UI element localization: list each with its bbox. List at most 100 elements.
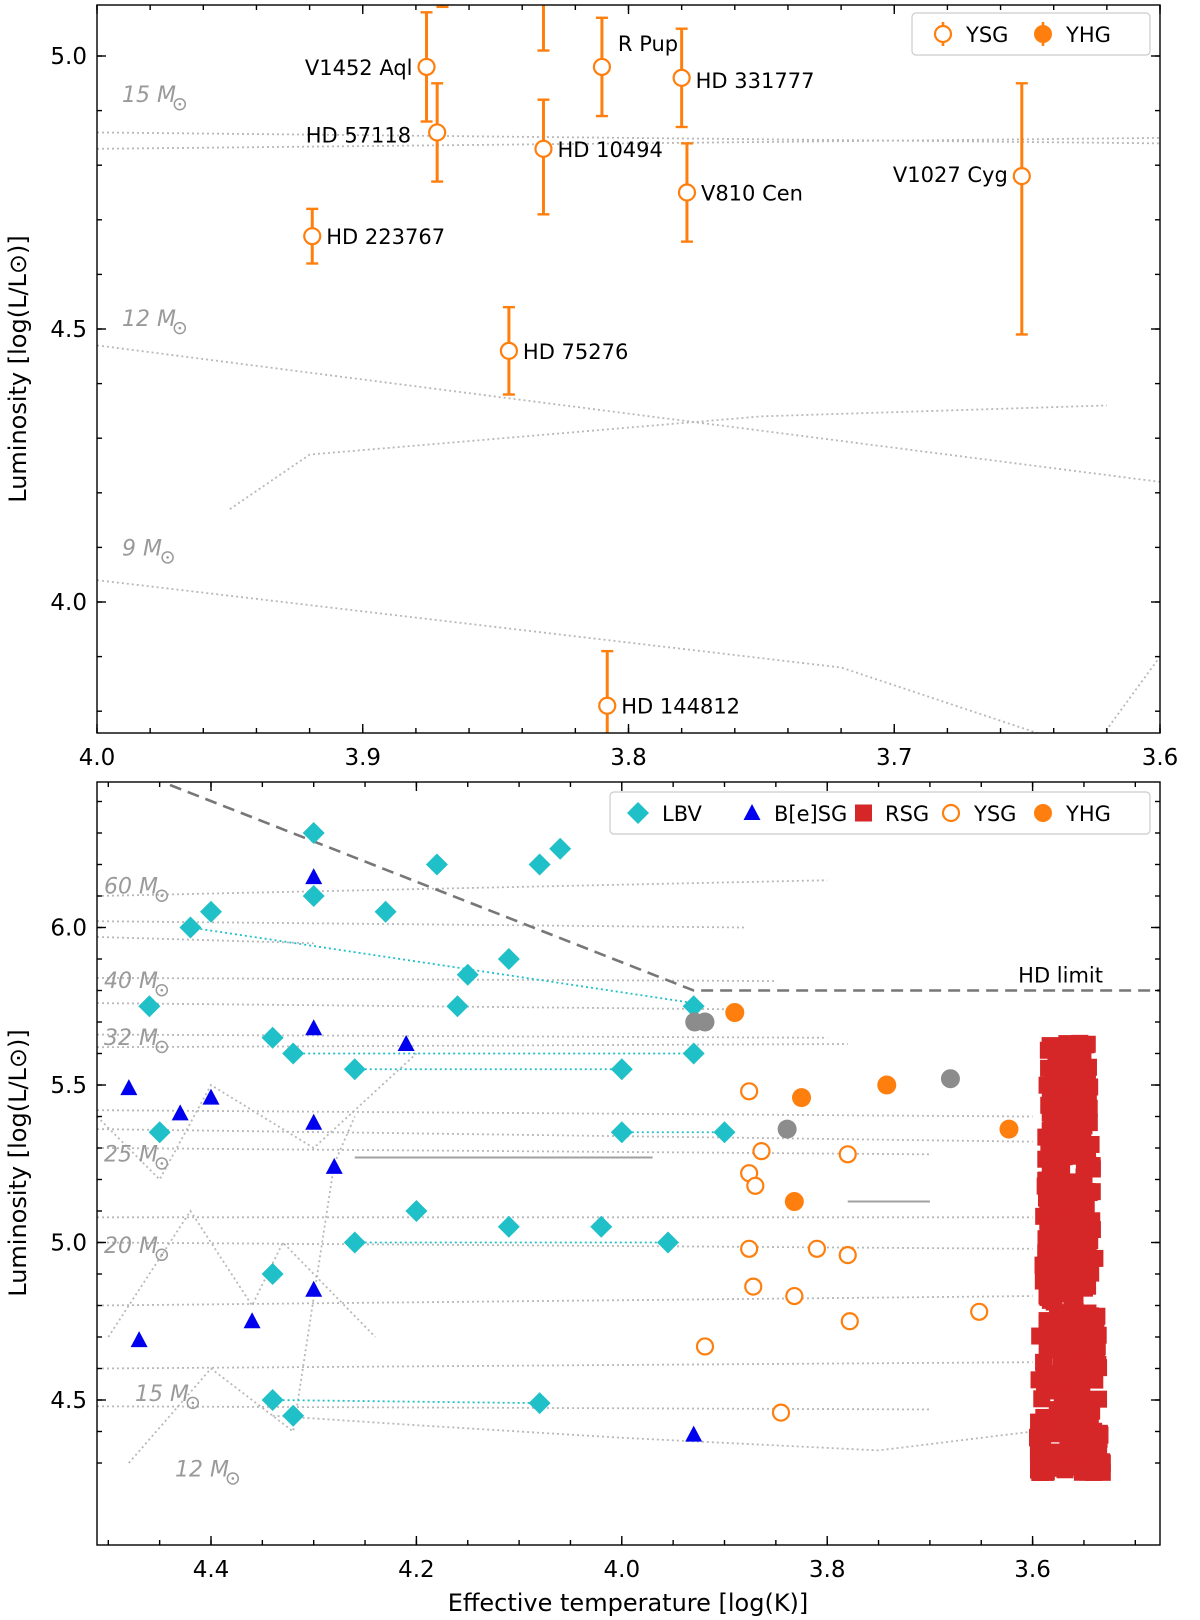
hd-limit-line: [169, 783, 1160, 992]
ysg-point: [695, 1337, 715, 1356]
y-axis-label-bottom: Luminosity [log(L/L⊙)]: [4, 1029, 32, 1297]
ysg-point: [592, 57, 612, 77]
legend-ysg-label: YSG: [973, 802, 1016, 826]
rsg-point: [1029, 1429, 1047, 1447]
track-line: [97, 1405, 930, 1411]
legend-bottom: LBV B[e]SG RSG YSG YHG: [609, 791, 1151, 835]
track-line: [97, 1361, 1033, 1370]
track-line: [97, 1033, 828, 1039]
track-line: [97, 1241, 1033, 1250]
gray-point: [695, 1012, 715, 1032]
legend-ysg-marker: [941, 803, 961, 823]
track-loop: [107, 1209, 376, 1338]
rsg-point: [1051, 1251, 1069, 1269]
y-axis-label-top: Luminosity [log(L/L⊙)]: [4, 235, 32, 503]
rsg-point: [1050, 1197, 1068, 1215]
bsg-point: [325, 1157, 343, 1174]
lbv-links: [190, 926, 725, 1405]
track-12msun: [97, 344, 1160, 483]
lbv-point: [282, 1404, 305, 1427]
bsg-point: [305, 1280, 323, 1297]
mass-label-sun-dot: [160, 894, 164, 897]
mass-label: 20 M: [104, 1234, 158, 1259]
legend-lbv-marker: [627, 802, 649, 824]
y-tick-label: 4.0: [50, 590, 87, 616]
rsg-point: [1078, 1070, 1096, 1088]
bsg-point: [685, 1425, 703, 1442]
ysg-point: [672, 68, 691, 87]
mass-label-sun-circle: [173, 321, 187, 335]
track-loop: [128, 1116, 356, 1464]
mass-label-sun-dot: [231, 1477, 235, 1480]
rsg-point: [1074, 1051, 1092, 1069]
mass-label-sun-dot: [160, 988, 164, 992]
x-tick-label: 3.6: [1142, 745, 1179, 771]
legend-rsg-label: RSG: [885, 802, 929, 826]
ysg-point: [534, 139, 553, 158]
lbv-point: [713, 1121, 736, 1144]
ysg-point: [1012, 167, 1031, 186]
mass-label-sun-dot: [178, 326, 182, 330]
bsg-point: [305, 1019, 323, 1036]
ysg-point: [807, 1239, 827, 1258]
mass-label: 15 M: [135, 1382, 189, 1407]
yhg-point: [792, 1088, 812, 1108]
evolution-tracks-top: [97, 131, 1160, 733]
lbv-point: [261, 1026, 284, 1049]
lbv-point: [405, 1200, 428, 1222]
star-label: HD 75276: [523, 340, 628, 364]
rsg-point: [1052, 1277, 1070, 1295]
mass-labels-top: 60 M40 M32 M25 M20 M15 M12 M9 M: [122, 83, 187, 564]
legend-box: [609, 791, 1151, 835]
bsg-point: [202, 1088, 220, 1105]
legend-rsg-marker: [855, 804, 872, 822]
bsg-point: [171, 1104, 189, 1121]
star-label: V1452 Aql: [305, 56, 413, 80]
rsg-point: [1041, 1086, 1059, 1104]
star-labels-top: IRAS 17163IRC +10420V509 CasHD 74180ρ Ca…: [305, 32, 1008, 719]
ysg-point: [752, 1142, 771, 1161]
lbv-point: [200, 900, 222, 923]
y-tick-label: 5.5: [50, 1073, 87, 1099]
y-tick-label: 5.0: [50, 44, 87, 70]
rsg-point: [1083, 1160, 1101, 1178]
lbv-point: [497, 948, 520, 970]
bsg-point: [305, 868, 323, 885]
rsg-cloud: [1029, 1034, 1111, 1481]
yhg-point: [877, 1075, 897, 1095]
ysg-point: [785, 1286, 804, 1306]
ysg-point: [499, 341, 519, 360]
lbv-point: [179, 916, 202, 939]
y-tick-label: 5.0: [50, 1231, 87, 1257]
track-line: [97, 137, 1160, 150]
mass-label-sun-circle: [186, 1396, 200, 1410]
rsg-point: [1081, 1232, 1099, 1250]
gray-point: [777, 1119, 797, 1139]
star-label: HD 331777: [696, 69, 815, 93]
track-line: [97, 1295, 1033, 1307]
stars-bottom: [120, 822, 1019, 1442]
rsg-point: [1030, 1413, 1048, 1431]
axes-bottom: 4.4 4.2 4.0 3.8 3.6 4.5 5.0 5.5 6.0: [50, 782, 1160, 1583]
mass-label: 15 M: [122, 83, 176, 108]
lbv-point: [657, 1231, 680, 1254]
ysg-point: [598, 696, 617, 715]
mass-label: 25 M: [104, 1142, 158, 1167]
mass-label-sun-circle: [173, 97, 187, 111]
legend-yhg-marker: [1034, 804, 1052, 822]
star-label: V1027 Cyg: [893, 163, 1008, 187]
lbv-point: [261, 1263, 284, 1285]
track-line: [97, 920, 746, 929]
rsg-point: [1029, 1461, 1047, 1479]
mass-label-sun-dot: [166, 556, 169, 559]
track-line: [97, 1043, 848, 1049]
ysg-point: [746, 1176, 765, 1195]
mass-label-sun-dot: [160, 1253, 164, 1257]
lbv-link: [272, 1399, 540, 1405]
lbv-point: [425, 853, 448, 876]
star-label: HD 223767: [326, 225, 445, 249]
x-tick-label: 4.4: [193, 1557, 230, 1583]
lbv-point: [528, 853, 551, 876]
mass-labels-bottom: 60 M 40 M 32 M 25 M 20 M 15 M 12 M: [104, 875, 240, 1485]
legend-bsg-marker: [743, 804, 761, 820]
